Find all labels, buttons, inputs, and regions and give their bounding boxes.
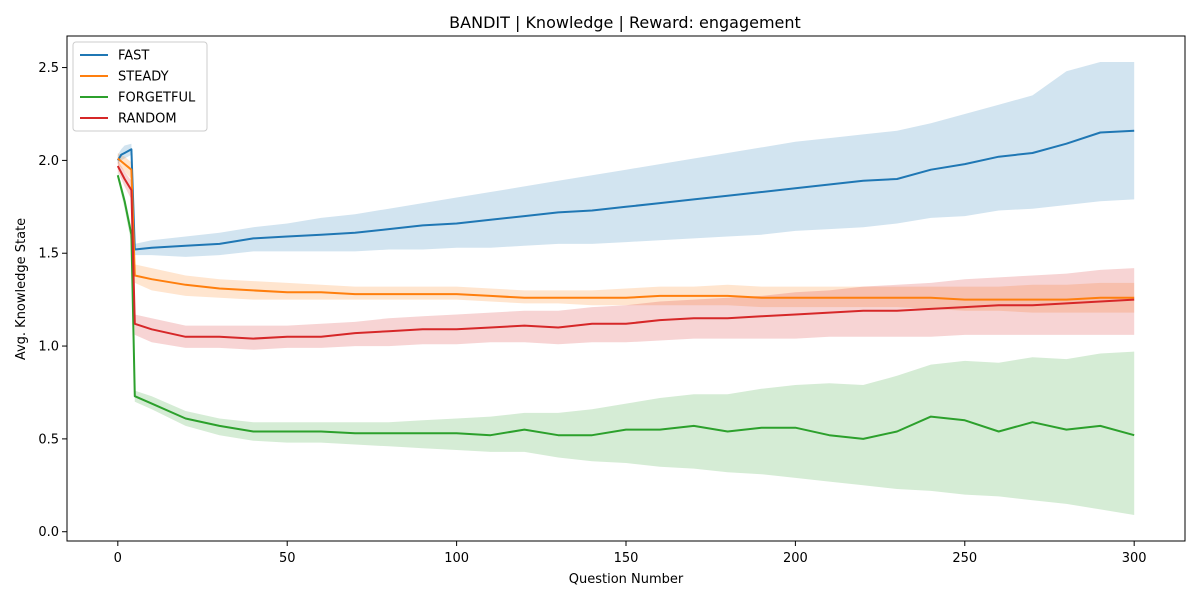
x-axis-ticks: 0 50 100 150 200 250 300 [114,541,1147,566]
steady-confidence-band [117,153,1135,313]
x-axis-label: Question Number [569,572,684,587]
fast-line [116,129,1135,251]
y-tick-label: 0.5 [38,432,59,447]
chart-title: BANDIT | Knowledge | Reward: engagement [449,13,801,32]
fast-confidence-band [117,62,1135,257]
y-tick-label: 2.5 [38,61,59,76]
steady-line [117,157,1135,301]
legend-label-fast: FAST [118,49,149,64]
random-line [116,165,1135,340]
legend-box [72,41,208,132]
legend-label-steady: STEADY [118,70,169,85]
y-axis-label: Avg. Knowledge State [14,218,29,360]
y-axis-ticks: 0.0 0.5 1.0 1.5 2.0 2.5 [38,61,67,540]
y-tick-label: 2.0 [38,154,59,169]
x-tick-label: 100 [444,551,469,566]
confidence-bands [117,62,1135,515]
y-tick-label: 1.0 [38,340,59,355]
series-lines [116,129,1135,440]
legend-label-random: RANDOM [118,112,177,127]
forgetful-line [116,174,1135,440]
x-tick-label: 0 [114,551,122,566]
forgetful-confidence-band [117,171,1135,515]
legend: FAST STEADY FORGETFUL RANDOM [72,41,208,132]
x-tick-label: 250 [952,551,977,566]
y-tick-label: 1.5 [38,247,59,262]
x-tick-label: 300 [1122,551,1147,566]
x-tick-label: 150 [614,551,639,566]
y-tick-label: 0.0 [38,525,59,540]
random-confidence-band [117,160,1135,350]
legend-label-forgetful: FORGETFUL [118,91,196,106]
x-tick-label: 50 [279,551,296,566]
x-tick-label: 200 [783,551,808,566]
